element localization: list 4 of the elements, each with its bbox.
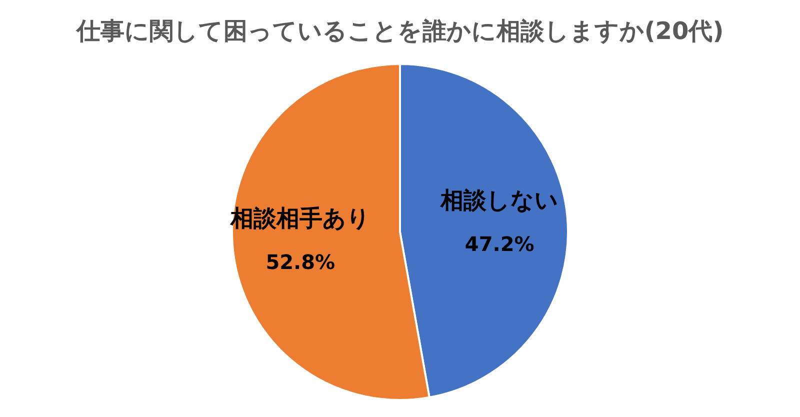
data-label: 52.8% (266, 250, 336, 274)
chart-title: 仕事に関して困っていることを誰かに相談しますか(20代) (75, 17, 724, 45)
data-label: 47.2% (464, 232, 534, 256)
slice-label: 相談しない (440, 188, 559, 214)
